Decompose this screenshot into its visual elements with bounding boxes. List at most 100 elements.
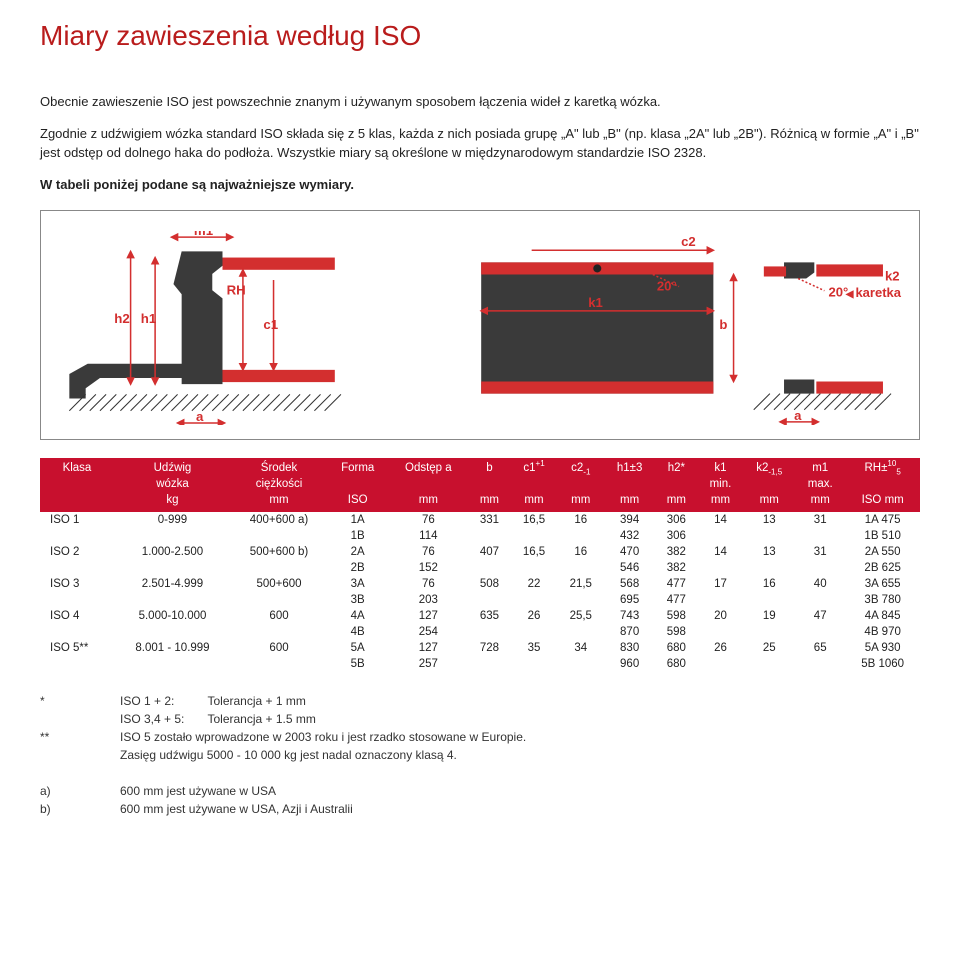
table-cell: 4B 970 [845, 624, 920, 640]
table-cell [511, 592, 558, 608]
table-body: ISO 10-999400+600 a)1A7633116,5163943061… [40, 512, 920, 672]
table-cell [557, 656, 604, 672]
table-cell: 16,5 [511, 544, 558, 560]
table-cell [511, 560, 558, 576]
table-cell: 16 [743, 576, 795, 592]
table-row: ISO 10-999400+600 a)1A7633116,5163943061… [40, 512, 920, 528]
table-cell: 22 [511, 576, 558, 592]
th: k1 [698, 458, 744, 478]
table-cell [114, 528, 231, 544]
th: h1±3 [604, 458, 655, 478]
diagram-left: m1 h2 h1 RH c1 a [55, 231, 431, 425]
table-cell: 394 [604, 512, 655, 528]
table-row: 5B2579606805B 1060 [40, 656, 920, 672]
th: c1+1 [511, 458, 558, 478]
table-cell: 2A 550 [845, 544, 920, 560]
table-cell: 76 [388, 512, 468, 528]
table-cell [231, 592, 327, 608]
table-cell: ISO 4 [40, 608, 114, 624]
table-cell: 568 [604, 576, 655, 592]
table-cell: 4A [327, 608, 389, 624]
th: Klasa [40, 458, 114, 478]
table-cell: 1A 475 [845, 512, 920, 528]
table-cell: 960 [604, 656, 655, 672]
fn-key: b) [40, 800, 100, 818]
table-cell: 2.501-4.999 [114, 576, 231, 592]
diagram-right: karetka [461, 231, 905, 425]
table-cell: 26 [511, 608, 558, 624]
fn-key: * [40, 692, 100, 728]
table-cell [557, 624, 604, 640]
table-cell: 1B [327, 528, 389, 544]
table-cell: 114 [388, 528, 468, 544]
table-cell [231, 624, 327, 640]
label-c1: c1 [263, 317, 278, 332]
table-cell: 14 [698, 512, 744, 528]
table-cell: 47 [795, 608, 845, 624]
table-cell: 14 [698, 544, 744, 560]
table-cell: 4A 845 [845, 608, 920, 624]
table-row: ISO 45.000-10.0006004A1276352625,5743598… [40, 608, 920, 624]
table-cell: 598 [655, 608, 697, 624]
table-cell: 152 [388, 560, 468, 576]
table-cell: 31 [795, 544, 845, 560]
table-cell: 306 [655, 512, 697, 528]
table-cell [743, 560, 795, 576]
table-row: ISO 32.501-4.999500+6003A765082221,55684… [40, 576, 920, 592]
table-cell: 16 [557, 512, 604, 528]
table-cell [511, 528, 558, 544]
table-cell: 16,5 [511, 512, 558, 528]
table-cell [743, 656, 795, 672]
table-cell: 432 [604, 528, 655, 544]
table-cell: 65 [795, 640, 845, 656]
label-b: b [719, 317, 727, 332]
table-row: 1B1144323061B 510 [40, 528, 920, 544]
label-karetka: karetka [846, 285, 901, 300]
th: m1 [795, 458, 845, 478]
table-head: Klasa Udźwig Środek Forma Odstęp a b c1+… [40, 458, 920, 512]
table-cell: 3B 780 [845, 592, 920, 608]
table-cell: 5A [327, 640, 389, 656]
table-cell [795, 656, 845, 672]
table-cell [40, 592, 114, 608]
page-title: Miary zawieszenia według ISO [40, 20, 920, 52]
th: b [468, 458, 510, 478]
fn-text: Tolerancja + 1 mm [208, 694, 306, 708]
table-cell: 470 [604, 544, 655, 560]
table-cell [468, 656, 510, 672]
intro-bold: W tabeli poniżej podane są najważniejsze… [40, 175, 920, 195]
table-cell: 40 [795, 576, 845, 592]
table-cell [698, 656, 744, 672]
table-cell: ISO 5** [40, 640, 114, 656]
table-cell: 477 [655, 592, 697, 608]
table-cell [743, 624, 795, 640]
table-cell: 13 [743, 512, 795, 528]
table-cell: 635 [468, 608, 510, 624]
table-cell [698, 528, 744, 544]
table-cell: 203 [388, 592, 468, 608]
table-cell: 2A [327, 544, 389, 560]
intro-block: Obecnie zawieszenie ISO jest powszechnie… [40, 92, 920, 194]
table-cell: 127 [388, 608, 468, 624]
label-k1: k1 [588, 295, 603, 310]
table-cell: 508 [468, 576, 510, 592]
label-c2: c2 [681, 234, 696, 249]
table-cell: 13 [743, 544, 795, 560]
table-cell: 1.000-2.500 [114, 544, 231, 560]
th: Odstęp a [388, 458, 468, 478]
table-cell [557, 528, 604, 544]
table-cell: 600 [231, 640, 327, 656]
table-cell: 600 [231, 608, 327, 624]
table-cell: 306 [655, 528, 697, 544]
table-cell: 76 [388, 576, 468, 592]
table-cell: 127 [388, 640, 468, 656]
table-cell: ISO 3 [40, 576, 114, 592]
th: Forma [327, 458, 389, 478]
table-cell [114, 560, 231, 576]
table-cell: 728 [468, 640, 510, 656]
table-cell [231, 656, 327, 672]
fn-text: 600 mm jest używane w USA [120, 782, 276, 800]
label-h2: h2 [114, 311, 129, 326]
table-cell: 26 [698, 640, 744, 656]
table-cell: 17 [698, 576, 744, 592]
